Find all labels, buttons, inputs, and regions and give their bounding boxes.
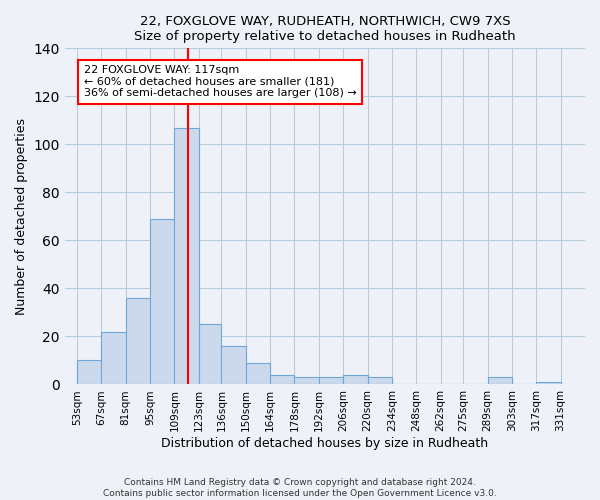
Bar <box>150 219 175 384</box>
Title: 22, FOXGLOVE WAY, RUDHEATH, NORTHWICH, CW9 7XS
Size of property relative to deta: 22, FOXGLOVE WAY, RUDHEATH, NORTHWICH, C… <box>134 15 516 43</box>
Bar <box>125 298 150 384</box>
Text: Contains HM Land Registry data © Crown copyright and database right 2024.
Contai: Contains HM Land Registry data © Crown c… <box>103 478 497 498</box>
Bar <box>368 378 392 384</box>
Bar <box>246 363 270 384</box>
Bar <box>175 128 199 384</box>
Y-axis label: Number of detached properties: Number of detached properties <box>15 118 28 315</box>
Bar <box>270 375 295 384</box>
X-axis label: Distribution of detached houses by size in Rudheath: Distribution of detached houses by size … <box>161 437 488 450</box>
Bar <box>488 378 512 384</box>
Bar <box>343 375 368 384</box>
Bar <box>221 346 246 385</box>
Bar <box>101 332 125 384</box>
Bar <box>77 360 101 384</box>
Bar <box>295 378 319 384</box>
Text: 22 FOXGLOVE WAY: 117sqm
← 60% of detached houses are smaller (181)
36% of semi-d: 22 FOXGLOVE WAY: 117sqm ← 60% of detache… <box>84 65 356 98</box>
Bar <box>319 378 343 384</box>
Bar <box>536 382 560 384</box>
Bar <box>199 324 221 384</box>
